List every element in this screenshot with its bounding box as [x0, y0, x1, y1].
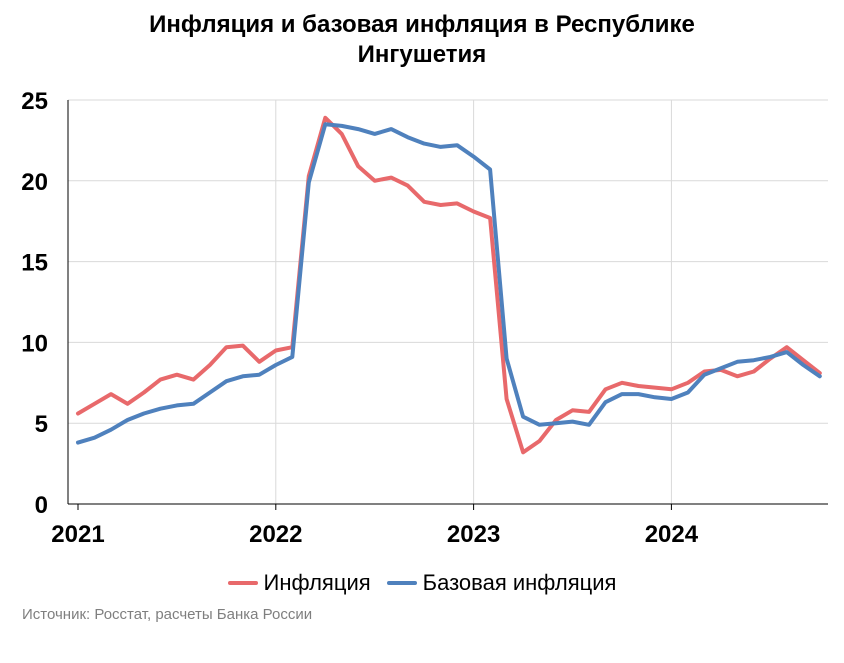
- legend: Инфляция Базовая инфляция: [0, 570, 844, 596]
- legend-label-core: Базовая инфляция: [422, 570, 617, 595]
- chart-title-line-2: Ингушетия: [357, 41, 487, 68]
- chart-title: Инфляция и базовая инфляция в Республике…: [0, 10, 844, 70]
- y-tick-label-20: 20: [21, 169, 48, 196]
- legend-item-core: Базовая инфляция: [386, 570, 617, 596]
- x-tick-label-2021: 2021: [51, 521, 104, 548]
- y-tick-label-10: 10: [21, 330, 48, 357]
- x-tick-label-2022: 2022: [249, 521, 302, 548]
- y-tick-label-5: 5: [35, 411, 48, 438]
- x-tick-label-2023: 2023: [447, 521, 500, 548]
- series-line-inflation: [76, 115, 822, 455]
- y-tick-label-15: 15: [21, 250, 48, 277]
- series-line-core-inflation: [76, 122, 822, 445]
- legend-swatch-core: [386, 581, 417, 585]
- legend-item-inflation: Инфляция: [227, 570, 371, 596]
- y-tick-label-25: 25: [21, 88, 48, 115]
- legend-swatch-inflation: [227, 581, 258, 585]
- legend-label-inflation: Инфляция: [263, 570, 371, 595]
- chart-title-line-1: Инфляция и базовая инфляция в Республике: [149, 11, 695, 38]
- source-note: Источник: Росстат, расчеты Банка России: [22, 606, 313, 623]
- y-tick-label-0: 0: [35, 492, 48, 519]
- x-tick-label-2024: 2024: [645, 521, 699, 548]
